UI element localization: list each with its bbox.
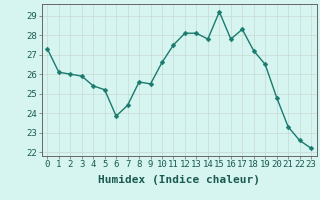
X-axis label: Humidex (Indice chaleur): Humidex (Indice chaleur) [98,175,260,185]
